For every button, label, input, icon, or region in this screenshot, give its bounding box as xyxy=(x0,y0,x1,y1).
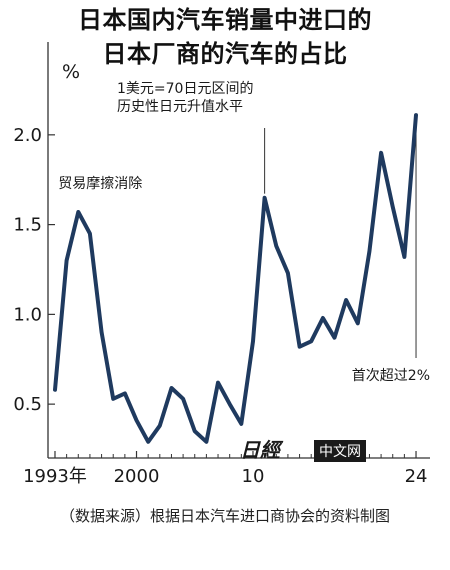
data-point xyxy=(193,430,196,432)
data-point xyxy=(252,340,254,343)
nikkei-watermark: 日經 中文网 xyxy=(240,438,366,462)
data-point xyxy=(391,205,394,208)
data-point xyxy=(368,250,371,253)
data-point xyxy=(310,340,313,343)
data-point xyxy=(205,441,208,443)
data-point xyxy=(170,387,173,389)
data-point xyxy=(240,423,243,425)
data-point xyxy=(124,392,126,395)
data-point xyxy=(182,397,184,400)
data-point xyxy=(147,441,149,443)
x-tick-label: 1993年 xyxy=(23,466,87,487)
x-tick-label: 10 xyxy=(242,466,265,487)
annotation-yen-line-1: 1美元=70日元区间的 xyxy=(117,81,253,97)
data-point xyxy=(322,317,324,319)
y-axis-unit: % xyxy=(62,61,80,83)
chart-title-line-1: 日本国内汽车销量中进口的 xyxy=(78,6,372,34)
data-point xyxy=(217,381,219,384)
watermark-logo: 日經 xyxy=(240,438,284,462)
series-layer xyxy=(53,113,418,444)
annotation-first-over-2: 首次超过2% xyxy=(352,368,430,384)
data-point xyxy=(65,259,68,262)
data-point xyxy=(100,331,103,334)
annotation-yen-line-2: 历史性日元升值水平 xyxy=(117,99,243,115)
data-point xyxy=(345,299,347,301)
y-tick-label: 1.0 xyxy=(13,304,42,325)
watermark-badge xyxy=(314,440,366,462)
data-point xyxy=(356,322,359,325)
series-line xyxy=(53,113,418,444)
data-point xyxy=(135,419,138,422)
x-tick-label: 24 xyxy=(405,466,428,487)
data-point xyxy=(298,345,301,348)
data-point xyxy=(333,336,336,339)
data-point xyxy=(275,245,278,247)
x-tick-label: 2000 xyxy=(114,466,160,487)
data-point xyxy=(228,403,231,405)
y-tick-label: 0.5 xyxy=(13,394,42,415)
annotation-trade-friction: 贸易摩擦消除 xyxy=(58,175,142,192)
data-point xyxy=(112,397,115,400)
tick-labels: % 0.5 1.0 1.5 2.0 1993年 2000 10 24 xyxy=(13,61,427,487)
data-point xyxy=(380,151,382,154)
source-note: （数据来源）根据日本汽车进口商协会的资料制图 xyxy=(59,507,390,525)
data-point xyxy=(54,388,56,391)
data-point xyxy=(89,232,91,235)
y-tick-label: 2.0 xyxy=(13,125,42,146)
chart-title-line-2: 日本厂商的汽车的占比 xyxy=(102,40,348,68)
watermark-label: 中文网 xyxy=(319,444,361,460)
data-point xyxy=(159,424,161,427)
data-point xyxy=(77,211,80,213)
y-tick-label: 1.5 xyxy=(13,215,42,236)
data-point xyxy=(415,114,417,116)
chart-title: 日本国内汽车销量中进口的 日本厂商的汽车的占比 xyxy=(0,3,450,71)
data-point xyxy=(287,272,289,274)
data-point xyxy=(263,196,266,199)
data-point xyxy=(403,256,406,258)
